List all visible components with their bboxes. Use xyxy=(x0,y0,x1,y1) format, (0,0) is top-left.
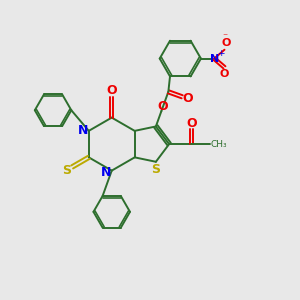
Text: ⁻: ⁻ xyxy=(222,32,227,42)
Text: O: O xyxy=(182,92,193,105)
Text: CH₃: CH₃ xyxy=(210,140,227,148)
Text: O: O xyxy=(220,69,229,79)
Text: N: N xyxy=(101,167,112,179)
Text: N: N xyxy=(78,124,89,137)
Text: N: N xyxy=(209,54,219,64)
Text: +: + xyxy=(217,49,224,58)
Text: O: O xyxy=(106,84,117,97)
Text: S: S xyxy=(62,164,71,177)
Text: O: O xyxy=(158,100,169,113)
Text: O: O xyxy=(186,117,196,130)
Text: S: S xyxy=(152,163,160,176)
Text: O: O xyxy=(221,38,231,48)
